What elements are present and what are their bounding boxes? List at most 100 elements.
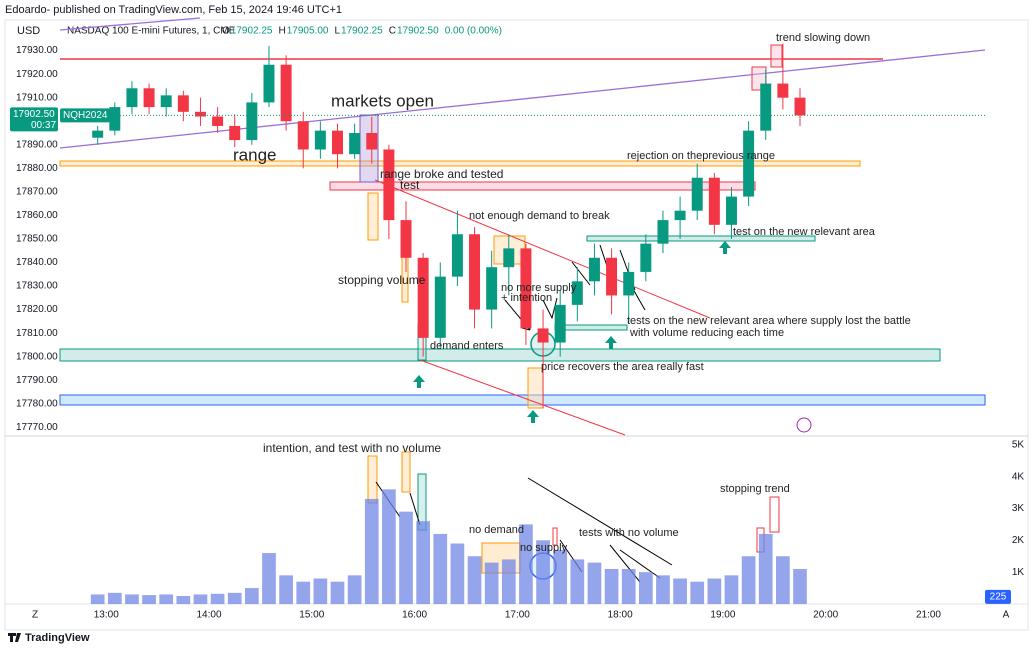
ohlc-label: C: [389, 26, 396, 37]
ohlc-label: H: [279, 26, 286, 37]
currency: USD: [17, 25, 40, 37]
candle-body: [297, 121, 309, 150]
ohlc-value: 17905.00: [287, 26, 329, 37]
volume-bar: [330, 581, 345, 604]
volume-bar: [399, 511, 413, 604]
y-tick-label: 17820.00: [16, 304, 58, 315]
candle-body: [417, 257, 429, 338]
annotation: trend slowing down: [776, 32, 870, 44]
volume-bar: [501, 559, 516, 604]
trend-line: [59, 17, 201, 31]
candle-body: [109, 107, 121, 131]
volume-tick-label: 1K: [1012, 567, 1025, 578]
candle-body: [177, 95, 189, 112]
volume-bar: [279, 575, 293, 604]
x-tick-label: 14:00: [197, 610, 222, 621]
highlight-box: [769, 496, 780, 533]
volume-tick-label: 4K: [1012, 471, 1025, 482]
trend-mark: [571, 244, 646, 311]
volume-bar: [621, 568, 636, 604]
volume-bar: [227, 592, 242, 604]
candle-body: [143, 88, 155, 108]
annotation: test: [400, 178, 420, 192]
volume-bar: [210, 593, 225, 604]
volume-bar: [245, 588, 259, 604]
candle-body: [760, 83, 772, 131]
x-tick-label: 16:00: [402, 610, 427, 621]
volume-bar: [741, 556, 756, 604]
candle-body: [486, 267, 498, 310]
candle-body: [229, 125, 241, 141]
ohlc-value: 17902.25: [341, 26, 383, 37]
candle-body: [469, 234, 481, 310]
annotation: no supply: [520, 542, 568, 554]
volume-bar: [673, 578, 687, 604]
highlight-box: [367, 192, 379, 241]
annotation: markets open: [331, 91, 434, 110]
candle-body: [160, 95, 172, 108]
test-zone: [329, 181, 756, 191]
symbol-title: NASDAQ 100 E-mini Futures, 1, CME: [67, 26, 236, 37]
volume-bar: [638, 572, 653, 604]
candle-body: [640, 243, 652, 272]
annotation: tests with no volume: [579, 527, 679, 539]
y-tick-label: 17860.00: [16, 210, 58, 221]
trend-line: [59, 49, 986, 149]
candle-body: [263, 64, 275, 103]
ohlc-value: 17902.50: [397, 26, 439, 37]
candle-body: [246, 102, 258, 141]
ohlc-value: 17902.25: [231, 26, 273, 37]
y-tick-label: 17850.00: [16, 234, 58, 245]
volume-bar: [296, 581, 311, 604]
arrow: [542, 297, 558, 320]
volume-bar: [193, 594, 208, 604]
highlight-box: [401, 451, 411, 493]
x-tick-label: 17:00: [505, 610, 530, 621]
candle-body: [212, 116, 224, 126]
candle-body: [691, 177, 703, 211]
annotation: no more supply: [501, 282, 577, 294]
last-price-label: 17902.50: [13, 109, 55, 120]
volume-bar: [519, 524, 533, 604]
annotation: tests on the new relevant area where sup…: [627, 315, 911, 327]
volume-bar: [107, 592, 122, 604]
x-tick-label: 20:00: [813, 610, 838, 621]
annotation: stopping volume: [338, 273, 426, 287]
y-tick-label: 17780.00: [16, 398, 58, 409]
volume-bar: [776, 556, 790, 604]
candle-body: [623, 271, 635, 296]
annotation: with volume reducing each time: [629, 327, 784, 339]
volume-bar: [656, 575, 670, 604]
y-tick-label: 17830.00: [16, 281, 58, 292]
y-tick-label: 17770.00: [16, 422, 58, 433]
scale-button[interactable]: A: [1003, 610, 1010, 621]
support-zone: [59, 394, 986, 406]
alert-icon: [796, 417, 812, 433]
volume-bar: [587, 562, 602, 604]
annotation: price recovers the area really fast: [541, 361, 704, 373]
range-zone: [59, 160, 861, 167]
candle-body: [314, 130, 326, 150]
candle-body: [332, 130, 343, 155]
annotation: test on the new relevant area: [733, 226, 876, 238]
volume-bar: [382, 489, 396, 604]
drawings: [59, 17, 986, 583]
ohlc-label: O: [222, 26, 230, 37]
candle-body: [349, 133, 361, 155]
change: 0.00 (0.00%): [445, 26, 502, 37]
volume-bar: [724, 575, 739, 604]
demand-zone: [554, 324, 628, 331]
candle-body: [520, 248, 532, 329]
y-tick-label: 17870.00: [16, 187, 58, 198]
symbol-box: [60, 108, 110, 123]
scale-button[interactable]: Z: [32, 610, 38, 621]
candle-body: [280, 64, 292, 122]
annotation: stopping trend: [720, 483, 790, 495]
x-tick-label: 19:00: [710, 610, 735, 621]
volume-bar: [416, 521, 430, 604]
y-tick-label: 17880.00: [16, 163, 58, 174]
demand-zone: [586, 235, 816, 242]
volume-bar: [433, 533, 448, 604]
volume-bar: [707, 578, 722, 604]
candle-body: [451, 234, 463, 277]
